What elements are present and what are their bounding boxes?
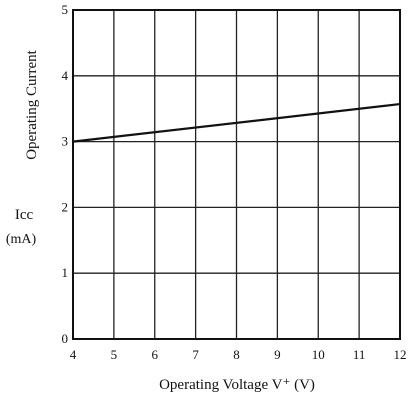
x-tick-label: 11 [353, 347, 366, 362]
y-axis-unit: (mA) [6, 232, 37, 247]
y-tick-label: 3 [62, 134, 69, 149]
x-tick-label: 12 [394, 347, 407, 362]
y-tick-label: 5 [62, 2, 69, 17]
x-tick-label: 4 [70, 347, 77, 362]
y-tick-labels: 0 1 2 3 4 5 [62, 2, 69, 346]
x-tick-label: 10 [312, 347, 325, 362]
plot-frame [72, 9, 401, 340]
series-lines [72, 103, 401, 143]
x-tick-label: 9 [274, 347, 281, 362]
x-tick-label: 5 [111, 347, 118, 362]
y-tick-label: 2 [62, 199, 69, 214]
y-tick-label: 1 [62, 265, 69, 280]
y-axis-label: Operating Current [24, 49, 40, 159]
y-tick-label: 4 [62, 68, 69, 83]
series-line [72, 103, 401, 143]
x-tick-labels: 4 5 6 7 8 9 10 11 12 [70, 347, 407, 362]
x-axis-label: Operating Voltage V⁺ (V) [159, 377, 315, 393]
y-axis-symbol: Icc [15, 207, 34, 223]
x-tick-label: 8 [233, 347, 240, 362]
x-tick-label: 6 [152, 347, 159, 362]
grid-lines [73, 10, 400, 339]
y-tick-label: 0 [62, 331, 69, 346]
x-tick-label: 7 [192, 347, 199, 362]
